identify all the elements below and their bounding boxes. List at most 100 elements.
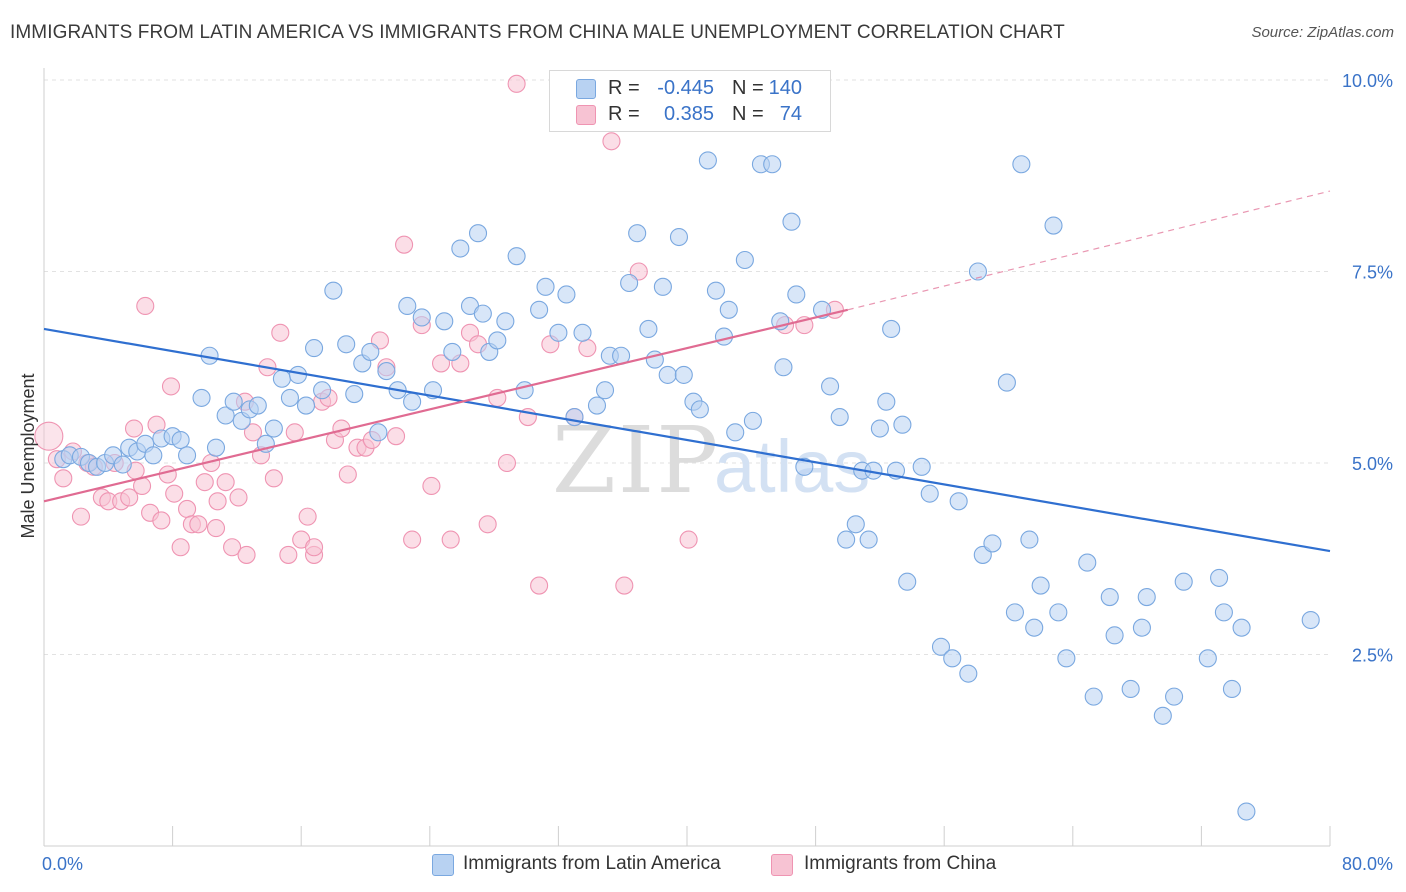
point-latin-america bbox=[639, 319, 658, 339]
point-china bbox=[195, 473, 214, 492]
trend-line-china-extension bbox=[847, 190, 1331, 311]
point-latin-america bbox=[113, 455, 132, 474]
point-china bbox=[578, 339, 597, 358]
point-latin-america bbox=[488, 331, 507, 350]
point-latin-america bbox=[573, 323, 592, 342]
point-latin-america bbox=[830, 407, 849, 427]
point-china bbox=[285, 423, 304, 442]
point-china bbox=[338, 465, 357, 484]
point-china bbox=[615, 576, 634, 595]
point-latin-america bbox=[412, 308, 431, 327]
point-latin-america bbox=[882, 319, 901, 339]
y-axis-label: Male Unemployment bbox=[18, 373, 38, 538]
point-latin-america bbox=[968, 262, 988, 281]
point-china bbox=[497, 453, 517, 473]
point-latin-america bbox=[435, 312, 454, 331]
chart-title: IMMIGRANTS FROM LATIN AMERICA VS IMMIGRA… bbox=[10, 22, 1065, 43]
legend-n-label: N = bbox=[732, 77, 764, 99]
point-latin-america bbox=[719, 300, 738, 319]
point-china bbox=[124, 419, 144, 438]
legend-r-label: R = bbox=[608, 103, 640, 125]
point-latin-america bbox=[795, 457, 814, 476]
point-latin-america bbox=[912, 457, 931, 476]
point-latin-america bbox=[178, 446, 197, 465]
point-latin-america bbox=[296, 396, 316, 415]
point-latin-america bbox=[144, 446, 163, 465]
point-china bbox=[422, 476, 441, 496]
point-china bbox=[136, 296, 155, 316]
point-latin-america bbox=[1301, 610, 1320, 630]
point-latin-america bbox=[1025, 618, 1044, 637]
bottom-legend-label: Immigrants from Latin America bbox=[463, 853, 721, 874]
point-latin-america bbox=[468, 224, 488, 243]
point-latin-america bbox=[595, 381, 615, 400]
point-latin-america bbox=[1198, 649, 1217, 668]
point-latin-america bbox=[837, 530, 856, 549]
point-latin-america bbox=[1121, 679, 1140, 699]
point-latin-america bbox=[726, 423, 745, 442]
point-china bbox=[206, 519, 226, 538]
y-tick-label: 5.0% bbox=[1352, 454, 1393, 474]
legend-n-value: 140 bbox=[768, 77, 802, 99]
point-latin-america bbox=[669, 227, 689, 247]
point-china bbox=[71, 507, 91, 526]
point-latin-america bbox=[1049, 603, 1068, 622]
point-latin-america bbox=[898, 572, 917, 591]
point-latin-america bbox=[674, 365, 693, 384]
point-china bbox=[602, 132, 621, 151]
trend-line-china bbox=[43, 308, 849, 503]
point-latin-america bbox=[931, 637, 951, 656]
x-tick-label: 0.0% bbox=[42, 854, 83, 874]
point-latin-america bbox=[821, 377, 840, 396]
point-latin-america bbox=[1174, 572, 1193, 591]
point-latin-america bbox=[1222, 679, 1241, 699]
point-latin-america bbox=[859, 530, 878, 549]
point-china bbox=[216, 473, 235, 492]
tick-labels: 2.5% 5.0% 7.5% 10.0% 0.0% 80.0% bbox=[42, 71, 1393, 874]
point-latin-america bbox=[1210, 568, 1229, 587]
point-latin-america bbox=[628, 224, 647, 243]
point-latin-america bbox=[1165, 687, 1184, 706]
bottom-legend-label: Immigrants from China bbox=[804, 853, 997, 874]
point-latin-america bbox=[305, 339, 324, 358]
point-china bbox=[403, 530, 422, 549]
point-latin-america bbox=[192, 388, 211, 407]
point-latin-america bbox=[536, 277, 555, 296]
legend-r-value: -0.445 bbox=[657, 77, 714, 99]
source-label: Source: ZipAtlas.com bbox=[1251, 24, 1394, 41]
legend-r-label: R = bbox=[608, 77, 640, 99]
point-latin-america bbox=[496, 312, 515, 331]
legend-swatch-blue bbox=[576, 79, 596, 99]
point-latin-america bbox=[877, 392, 896, 411]
point-china bbox=[679, 530, 698, 549]
point-china bbox=[271, 323, 290, 342]
point-china bbox=[189, 515, 208, 534]
point-latin-america bbox=[846, 515, 865, 534]
point-latin-america bbox=[870, 419, 889, 438]
point-latin-america bbox=[1237, 802, 1256, 821]
point-latin-america bbox=[658, 365, 677, 384]
point-latin-america bbox=[1005, 603, 1024, 622]
point-latin-america bbox=[983, 534, 1002, 553]
point-latin-america bbox=[587, 396, 607, 415]
point-china bbox=[298, 507, 317, 526]
legend-n-label: N = bbox=[732, 103, 764, 125]
point-latin-america bbox=[206, 438, 226, 457]
point-china bbox=[478, 515, 497, 534]
point-china bbox=[34, 421, 64, 451]
point-latin-america bbox=[735, 250, 754, 270]
legend-row-latin-america: R = -0.445 N = 140 bbox=[550, 75, 830, 101]
point-latin-america bbox=[698, 151, 717, 170]
point-latin-america bbox=[324, 281, 343, 300]
point-china bbox=[178, 499, 197, 519]
point-china bbox=[432, 354, 451, 373]
point-latin-america bbox=[565, 407, 584, 427]
legend-swatch-pink bbox=[576, 105, 596, 125]
point-china bbox=[264, 469, 283, 488]
watermark-zip: ZIP bbox=[552, 407, 720, 514]
point-latin-america bbox=[1105, 626, 1124, 645]
point-latin-america bbox=[893, 415, 912, 434]
point-latin-america bbox=[264, 419, 283, 438]
point-china bbox=[305, 538, 324, 557]
correlation-legend: R = -0.445 N = 140 R = 0.385 N = 74 bbox=[549, 70, 831, 132]
